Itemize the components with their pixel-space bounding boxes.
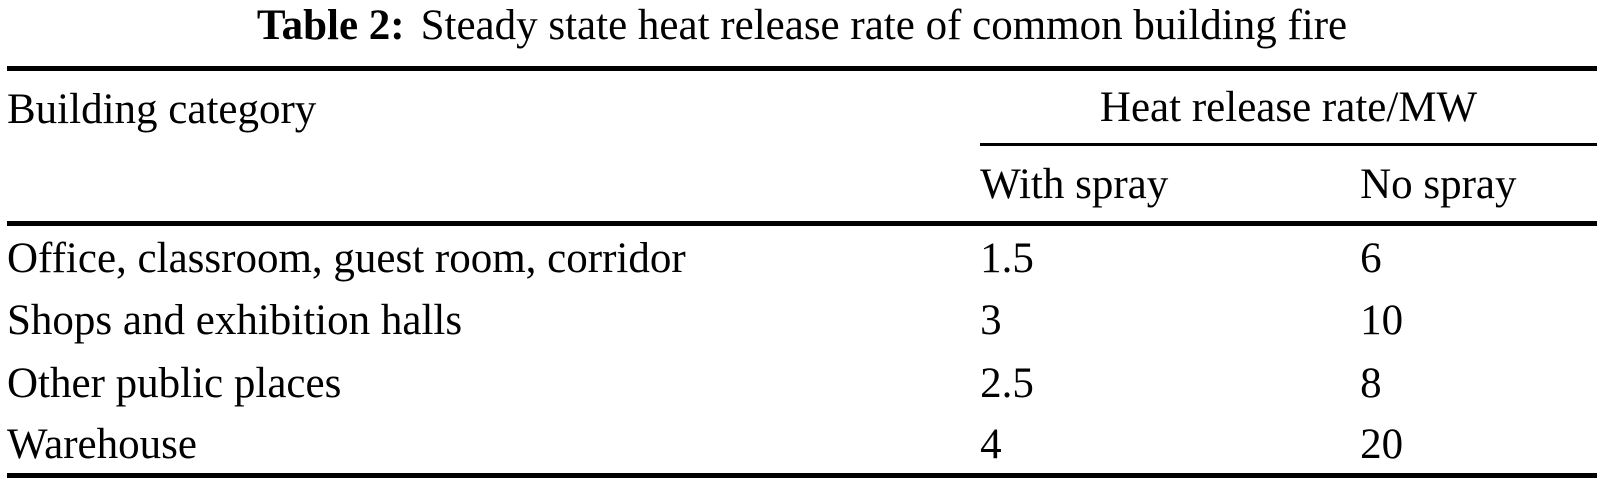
cell-with-spray: 2.5	[980, 359, 1034, 407]
column-header-no-spray: No spray	[1360, 161, 1517, 208]
table-row: Shops and exhibition halls 3 10	[7, 287, 1597, 350]
cell-no-spray: 6	[1360, 234, 1382, 282]
header-row-group: Building category Heat release rate/MW	[7, 68, 1597, 146]
cell-with-spray: 3	[980, 296, 1002, 344]
table-body: Office, classroom, guest room, corridor …	[7, 223, 1597, 476]
column-header-with-spray: With spray	[980, 161, 1169, 208]
table-row: Other public places 2.5 8	[7, 350, 1597, 413]
table-caption-text: Steady state heat release rate of common…	[420, 2, 1348, 49]
column-group-header-heat-release-rate: Heat release rate/MW	[980, 68, 1597, 146]
cell-no-spray: 8	[1360, 359, 1382, 407]
cell-no-spray: 20	[1360, 421, 1404, 469]
table-caption: Table 2: Steady state heat release rate o…	[0, 0, 1604, 66]
table-caption-label: Table 2:	[256, 2, 405, 49]
cell-category: Other public places	[7, 359, 342, 407]
header-row-sub: With spray No spray	[7, 145, 1597, 224]
cell-category: Shops and exhibition halls	[7, 296, 463, 344]
cell-with-spray: 4	[980, 421, 1002, 469]
cell-with-spray: 1.5	[980, 234, 1034, 282]
cell-no-spray: 10	[1360, 296, 1404, 344]
cell-category: Warehouse	[7, 421, 197, 469]
cell-category: Office, classroom, guest room, corridor	[7, 234, 686, 282]
table-header: Building category Heat release rate/MW W…	[7, 68, 1597, 224]
data-table: Building category Heat release rate/MW W…	[7, 66, 1597, 478]
table-row: Warehouse 4 20	[7, 413, 1597, 476]
column-header-building-category: Building category	[7, 86, 317, 133]
table-row: Office, classroom, guest room, corridor …	[7, 224, 1597, 287]
